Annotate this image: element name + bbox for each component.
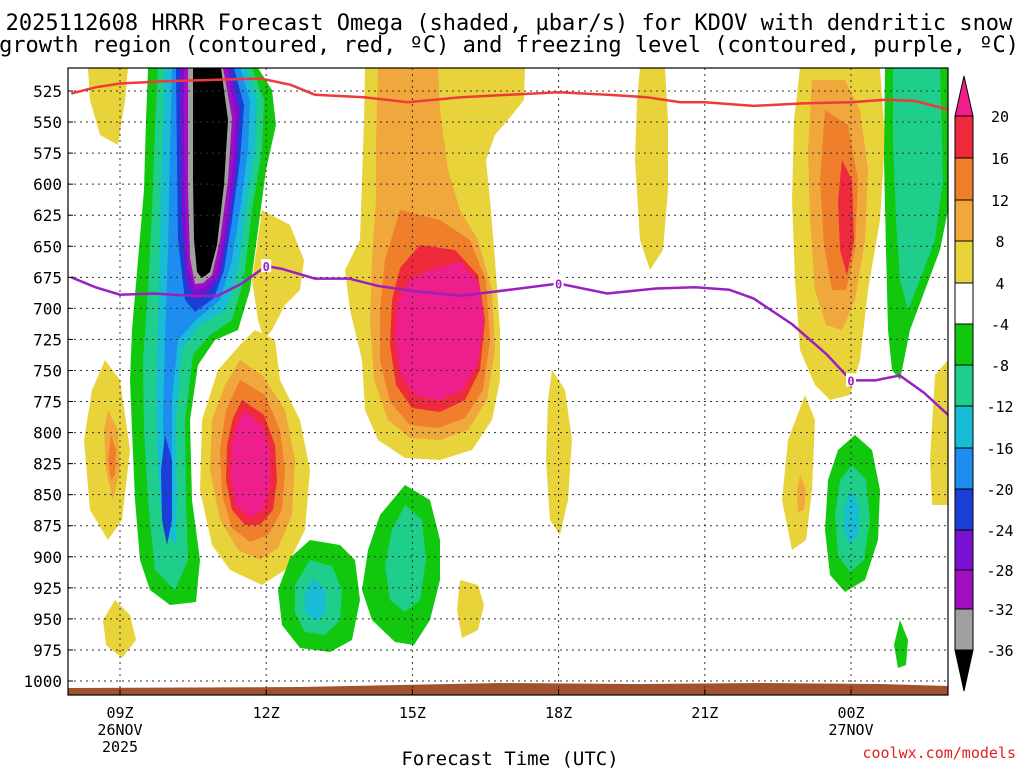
omega-region [635,68,668,270]
omega-shading [68,68,948,695]
y-tick-label: 700 [33,299,62,318]
colorbar-tick-label: 16 [991,150,1009,168]
colorbar-tick-label: 12 [991,192,1009,210]
plot-frame [67,67,949,696]
colorbar-bin [954,240,974,284]
colorbar-bin [954,115,974,159]
y-tick-label: 900 [33,548,62,567]
omega-region [193,68,228,278]
omega-region [161,435,172,545]
x-axis-label: Forecast Time (UTC) [401,748,618,768]
colorbar-tick-label: -28 [986,562,1013,580]
y-tick-label: 525 [33,82,62,101]
y-tick-label: 825 [33,455,62,474]
colorbar-bin [954,529,974,571]
colorbar-tick-label: -12 [986,398,1013,416]
colorbar-bin [954,405,974,449]
omega-region [797,475,806,512]
y-tick-label: 675 [33,268,62,287]
omega-region [231,410,270,518]
x-tick-year: 2025 [102,738,138,756]
x-tick-label: 18Z [545,704,572,722]
colorbar-bin [954,323,974,366]
chart-title-line-1: 2025112608 HRRR Forecast Omega (shaded, … [6,11,1013,36]
y-tick-label: 650 [33,237,62,256]
freezing-level-contour [70,264,948,417]
colorbar-bin [954,364,974,407]
y-tick-label: 850 [33,486,62,505]
colorbar-bin [954,608,974,651]
colorbar-tick-label: -20 [986,481,1013,499]
y-tick-label: 725 [33,330,62,349]
y-tick-label: 975 [33,641,62,660]
colorbar-top-arrow [954,75,974,117]
colorbar-bin [954,282,974,325]
x-tick-label: 15Z [399,704,426,722]
colorbar-tick-label: -24 [986,522,1013,540]
dgz-top-contour [70,77,948,111]
y-tick-label: 925 [33,579,62,598]
freezing-level-label: 0 [263,260,270,274]
y-tick-label: 875 [33,517,62,536]
colorbar-tick-label: 4 [995,275,1004,293]
surface-terrain [68,683,948,695]
freezing-level-labels: 0 0 0 [261,259,856,388]
x-tick-label: 09Z [106,704,133,722]
omega-region [782,395,815,550]
omega-region [385,505,426,612]
y-tick-label: 600 [33,175,62,194]
omega-region [893,68,943,310]
colorbar: 20 16 12 8 4 -4 -8 -12 -16 -20 -24 -28 -32 -36 [954,75,1014,692]
freezing-level-label: 0 [847,374,854,388]
horizontal-gridlines [68,90,948,682]
x-tick-label: 12Z [253,704,280,722]
colorbar-tick-label: 8 [995,233,1004,251]
omega-region [103,600,136,658]
omega-region [252,210,304,340]
y-tick-label: 550 [33,113,62,132]
contour-label-bg [846,373,856,387]
y-tick-label: 950 [33,610,62,629]
contour-label-bg [553,276,564,290]
chart-title-line-2: growth region (contoured, red, ºC) and f… [0,33,1019,58]
colorbar-tick-label: 20 [991,108,1009,126]
x-tick-date: 26NOV [97,721,142,739]
colorbar-bin [954,569,974,610]
colorbar-bin [954,488,974,531]
omega-region [894,620,908,668]
y-tick-label: 800 [33,424,62,443]
y-axis-ticks: 525 550 575 600 625 650 675 700 725 750 775 800 825 8… [23,82,73,691]
x-tick-label: 21Z [691,704,718,722]
omega-region [844,490,859,545]
y-tick-label: 1000 [23,672,62,691]
x-tick-label: 00Z [837,704,864,722]
y-tick-label: 775 [33,393,62,412]
y-tick-label: 625 [33,206,62,225]
colorbar-tick-label: -32 [986,601,1013,619]
x-tick-date: 27NOV [828,721,873,739]
colorbar-bin [954,447,974,490]
colorbar-tick-label: -4 [991,316,1009,334]
colorbar-bin [954,199,974,242]
credit-text: coolwx.com/models [862,744,1016,762]
contour-label-bg [261,259,272,273]
freezing-level-label: 0 [555,278,562,292]
colorbar-bottom-arrow [954,649,974,692]
colorbar-tick-label: -36 [986,642,1013,660]
y-tick-label: 750 [33,361,62,380]
colorbar-tick-label: -8 [991,357,1009,375]
omega-region [108,435,116,480]
omega-region [305,578,326,622]
y-tick-label: 575 [33,144,62,163]
colorbar-bin [954,157,974,201]
omega-region [457,580,484,638]
colorbar-tick-label: -16 [986,440,1013,458]
